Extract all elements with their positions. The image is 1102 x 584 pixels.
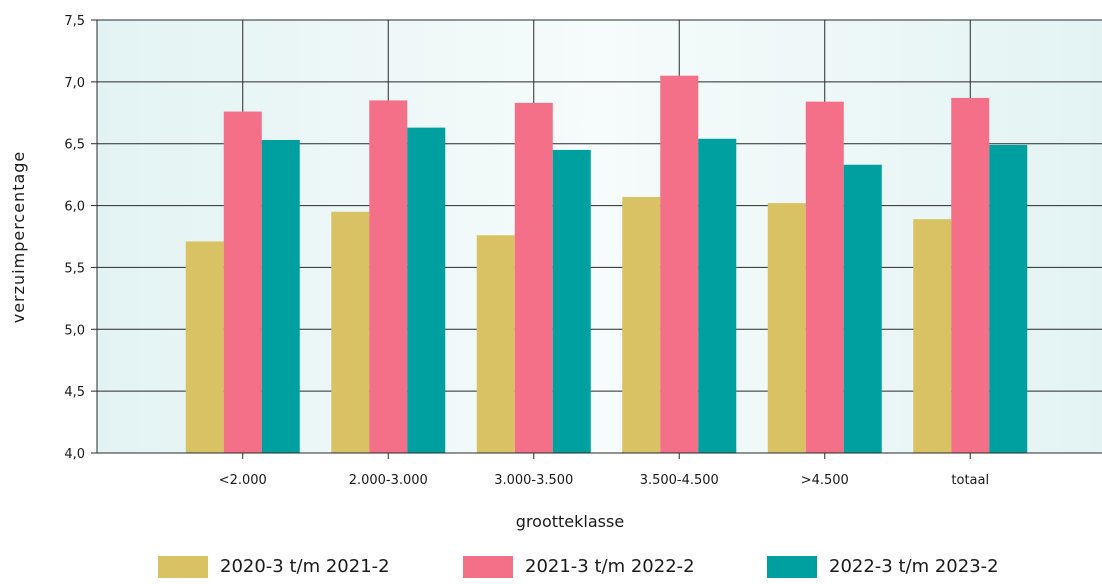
bar <box>989 144 1028 454</box>
bar <box>698 138 737 453</box>
legend-swatch <box>767 556 817 578</box>
x-axis-title: grootteklasse <box>516 512 624 531</box>
y-tick-label: 5,5 <box>64 261 85 276</box>
x-tick-labels: <2.000 2.000-3.000 3.000-3.500 3.500-4.500 >… <box>219 473 989 488</box>
bar <box>223 111 262 453</box>
legend-label: 2021-3 t/m 2022-2 <box>525 556 695 577</box>
x-tick-label: 3.000-3.500 <box>494 473 573 488</box>
legend: 2020-3 t/m 2021-2 2021-3 t/m 2022-2 2022… <box>0 556 1102 584</box>
legend-label: 2022-3 t/m 2023-2 <box>829 556 999 577</box>
bar <box>261 140 300 453</box>
x-tick-label: 3.500-4.500 <box>640 473 719 488</box>
bar <box>951 97 990 453</box>
bar <box>331 211 370 453</box>
bar <box>552 149 591 453</box>
bar <box>185 241 224 453</box>
y-tick-label: 4,0 <box>64 447 85 462</box>
x-tick-label: >4.500 <box>801 473 849 488</box>
bar <box>843 164 882 453</box>
bar <box>622 196 661 453</box>
bar <box>767 203 806 453</box>
legend-label: 2020-3 t/m 2021-2 <box>220 556 390 577</box>
axes <box>91 19 1102 459</box>
bar <box>805 101 844 453</box>
y-tick-labels: 4,0 4,5 5,0 5,5 6,0 6,5 7,0 7,5 <box>64 14 85 462</box>
x-tick-label: <2.000 <box>219 473 267 488</box>
bar <box>514 102 553 453</box>
bar <box>660 75 699 454</box>
y-axis-title: verzuimpercentage <box>9 151 28 324</box>
y-tick-label: 5,0 <box>64 323 85 338</box>
x-tick-label: totaal <box>951 473 989 488</box>
bar <box>369 100 408 454</box>
legend-swatch <box>158 556 208 578</box>
x-tick-label: 2.000-3.000 <box>349 473 428 488</box>
bar <box>476 235 515 453</box>
bar <box>407 127 446 453</box>
legend-item-series-2: 2021-3 t/m 2022-2 <box>463 556 695 578</box>
y-tick-label: 7,0 <box>64 76 85 91</box>
legend-item-series-1: 2020-3 t/m 2021-2 <box>158 556 390 578</box>
y-tick-label: 6,5 <box>64 138 85 153</box>
y-tick-label: 6,0 <box>64 200 85 215</box>
legend-swatch <box>463 556 513 578</box>
y-tick-label: 4,5 <box>64 385 85 400</box>
legend-item-series-3: 2022-3 t/m 2023-2 <box>767 556 999 578</box>
y-tick-label: 7,5 <box>64 14 85 29</box>
bar <box>913 219 952 453</box>
bars <box>185 75 1028 454</box>
